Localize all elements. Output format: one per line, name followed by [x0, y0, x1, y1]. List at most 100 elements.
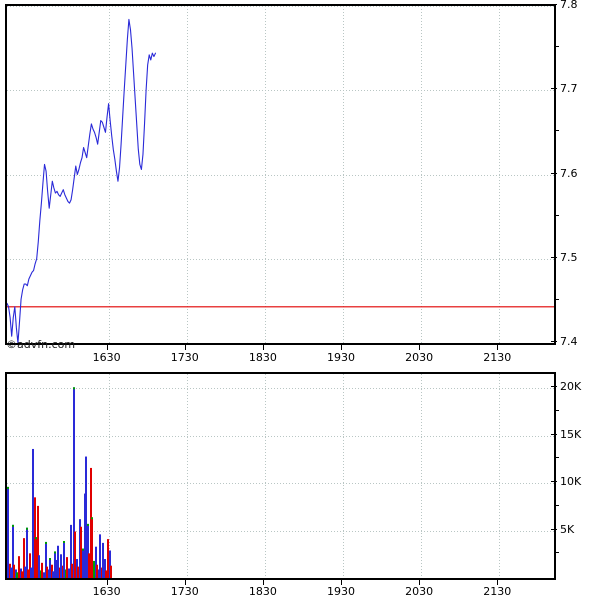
volume-bar: [96, 564, 98, 578]
volume-x-tick-label: 2030: [405, 585, 434, 598]
volume-bar-cap: [35, 537, 37, 540]
volume-y-tick-label: 20K: [560, 380, 582, 394]
volume-bar: [87, 523, 89, 578]
price-x-tick: [497, 345, 498, 350]
volume-x-tick: [185, 580, 186, 585]
volume-bar: [104, 559, 106, 578]
volume-bar: [26, 527, 28, 578]
volume-bar: [23, 538, 25, 578]
price-x-tick-label: 1930: [327, 351, 355, 364]
volume-bar-cap: [82, 548, 84, 551]
price-panel: 7.4 7.5 7.6 7.7 7.8 1630 1730 1830 1930 2030 2130…: [5, 0, 578, 364]
volume-bar: [29, 553, 31, 578]
price-y-minor-tick: [556, 130, 559, 131]
volume-bar-cap: [54, 551, 56, 554]
volume-bar: [55, 559, 57, 578]
volume-bar-cap: [63, 540, 65, 543]
volume-bar: [71, 563, 73, 578]
price-x-tick: [107, 345, 108, 350]
volume-bar: [57, 545, 59, 578]
volume-x-tick: [263, 580, 264, 585]
volume-bar: [102, 542, 104, 578]
volume-bar: [52, 571, 54, 578]
price-y-minor-tick: [556, 215, 559, 216]
advfn-watermark: ©advfn.com: [6, 338, 76, 351]
volume-x-tick-label: 1630: [92, 585, 121, 598]
volume-bar: [35, 537, 37, 578]
volume-bar: [18, 556, 20, 578]
volume-bars-svg: [7, 374, 554, 578]
volume-x-tick: [341, 580, 342, 585]
price-x-tick-label: 1830: [248, 351, 277, 364]
volume-bar-cap: [45, 541, 47, 544]
volume-x-tick-label: 1930: [327, 585, 355, 598]
volume-bar: [21, 571, 23, 578]
price-x-tick: [263, 345, 264, 350]
volume-x-tick: [107, 580, 108, 585]
volume-x-tick-label: 1730: [170, 585, 199, 598]
volume-bar: [63, 540, 65, 578]
volume-bar-cap: [49, 558, 51, 561]
volume-y-minor-tick: [556, 457, 559, 458]
volume-bar: [38, 555, 40, 578]
price-x-tick-label: 1730: [170, 351, 199, 364]
volume-bar: [46, 566, 48, 578]
volume-bar-cap: [73, 387, 75, 390]
price-y-tick: [551, 88, 557, 89]
volume-plot-area[interactable]: [5, 372, 556, 580]
volume-bar: [70, 524, 72, 578]
volume-bar: [13, 564, 15, 578]
price-y-minor-tick: [556, 46, 559, 47]
price-y-tick-label: 7.4: [560, 335, 578, 348]
volume-bar: [95, 546, 97, 578]
price-x-tick: [419, 345, 420, 350]
volume-bar: [41, 562, 43, 578]
volume-y-tick: [551, 529, 557, 530]
volume-bar: [24, 566, 26, 578]
volume-bar: [110, 565, 112, 578]
volume-y-tick: [551, 386, 557, 387]
volume-bar: [68, 568, 70, 578]
volume-y-tick-label: 5K: [560, 522, 575, 536]
volume-bar-cap: [91, 517, 93, 520]
volume-bar: [109, 550, 111, 578]
price-plot-area[interactable]: [5, 4, 556, 345]
volume-y-tick-label: 15K: [560, 427, 582, 441]
volume-bar: [74, 531, 76, 578]
volume-x-tick-label: 2130: [483, 585, 512, 598]
price-line-svg: [7, 6, 554, 343]
volume-x-tick: [419, 580, 420, 585]
volume-bar-cap: [12, 524, 14, 527]
volume-bar: [99, 534, 101, 578]
volume-panel: 5K 10K 15K 20K 1630 1730 1830 1930 2030 2130: [0, 370, 600, 600]
volume-bar: [27, 569, 29, 578]
volume-bar: [32, 448, 34, 578]
price-y-tick-label: 7.7: [560, 82, 578, 96]
volume-bar: [73, 387, 75, 578]
volume-bar: [16, 572, 18, 578]
price-y-tick-label: 7.6: [560, 166, 578, 180]
volume-bar: [91, 517, 93, 578]
volume-y-tick-label: 10K: [560, 475, 582, 489]
volume-bar-cap: [26, 527, 28, 530]
volume-y-minor-tick: [556, 505, 559, 506]
volume-bar: [105, 570, 107, 578]
volume-bar: [49, 558, 51, 578]
price-y-minor-tick: [556, 299, 559, 300]
volume-bar: [88, 553, 90, 578]
volume-y-minor-tick: [556, 410, 559, 411]
volume-bar: [10, 567, 12, 578]
volume-bar: [80, 526, 82, 578]
volume-bar: [43, 572, 45, 578]
volume-bar: [12, 524, 14, 578]
price-y-tick-label: 7.5: [560, 250, 578, 264]
price-x-tick: [341, 345, 342, 350]
volume-x-tick: [497, 580, 498, 585]
price-y-tick: [551, 173, 557, 174]
volume-y-tick: [551, 434, 557, 435]
volume-bar-cap: [7, 486, 9, 489]
volume-bar: [66, 557, 68, 578]
volume-bar: [60, 554, 62, 578]
price-y-tick: [551, 4, 557, 5]
